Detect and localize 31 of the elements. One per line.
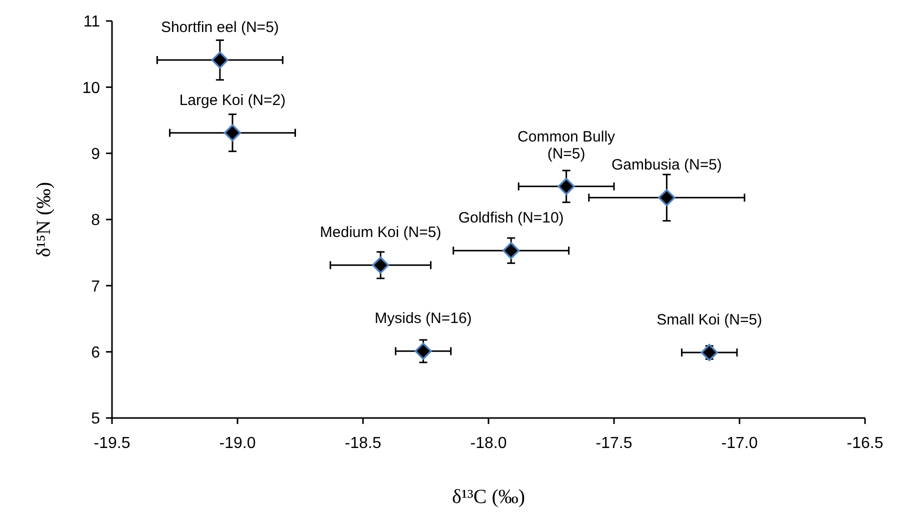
x-tick-label: -17.5 bbox=[596, 435, 632, 452]
point bbox=[700, 344, 718, 362]
annotation: Medium Koi (N=5) bbox=[320, 224, 442, 242]
y-tick-label: 10 bbox=[82, 80, 100, 97]
y-tick-label: 8 bbox=[91, 212, 100, 230]
point bbox=[224, 124, 242, 142]
point bbox=[414, 342, 432, 360]
y-tick-label: 6 bbox=[91, 344, 100, 362]
y-tick-label: 9 bbox=[91, 146, 100, 163]
point bbox=[211, 51, 228, 69]
point bbox=[372, 256, 390, 274]
y-tick-label: 11 bbox=[83, 14, 100, 31]
y-tick-label: 5 bbox=[91, 410, 100, 428]
y-tick-label: 7 bbox=[91, 278, 100, 296]
y-axis-title: δ¹⁵N (‰) bbox=[33, 182, 55, 258]
annotation: Large Koi (N=2) bbox=[179, 92, 286, 109]
point bbox=[558, 178, 575, 195]
x-tick-label: -18.5 bbox=[344, 435, 382, 452]
x-axis-title: δ¹³C (‰) bbox=[452, 486, 526, 508]
annotation: Gambusia (N=5) bbox=[611, 156, 722, 174]
x-tick-label: -16.5 bbox=[846, 435, 884, 452]
point bbox=[658, 189, 676, 206]
annotation: Small Koi (N=5) bbox=[656, 311, 762, 328]
point bbox=[502, 242, 520, 260]
x-tick-label: -19.5 bbox=[94, 435, 130, 452]
annotation: Shortfin eel (N=5) bbox=[160, 19, 279, 36]
annotation: Goldfish (N=10) bbox=[458, 210, 564, 227]
x-tick-label: -18.0 bbox=[470, 435, 507, 452]
x-tick-label: -19.0 bbox=[219, 435, 256, 452]
annotation: Mysids (N=16) bbox=[374, 310, 472, 328]
x-tick-label: -17.0 bbox=[721, 435, 758, 452]
